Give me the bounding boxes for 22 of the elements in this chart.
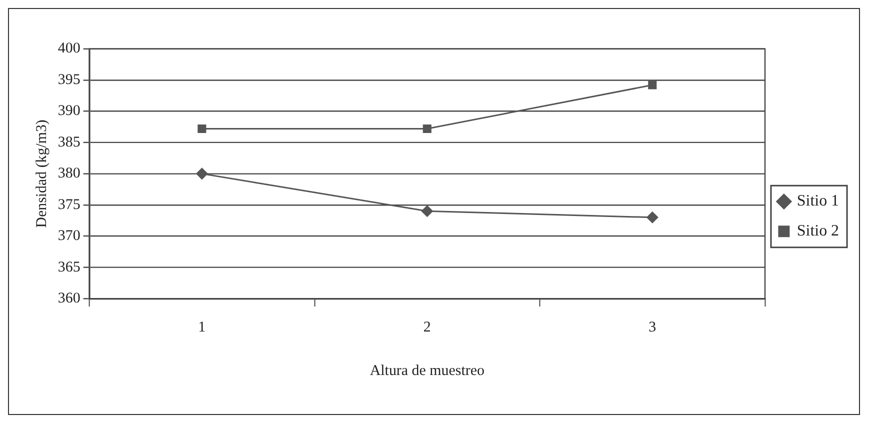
point — [421, 205, 433, 217]
y-tick-label: 390 — [58, 103, 80, 120]
point — [648, 80, 657, 90]
y-tick-label: 370 — [58, 228, 80, 244]
point — [198, 124, 206, 133]
y-tick-label: 375 — [58, 196, 80, 213]
y-tick-label: 365 — [58, 259, 80, 276]
y-tick-label: 385 — [58, 134, 80, 150]
y-tick-label: 360 — [58, 290, 80, 306]
x-tick-label: 1 — [198, 319, 206, 336]
y-tick-label: 395 — [58, 72, 80, 88]
point — [422, 124, 432, 133]
legend-label: Sitio 2 — [796, 222, 840, 240]
point — [646, 212, 658, 224]
x-tick-label: 2 — [423, 319, 431, 336]
legend-label: Sitio 1 — [796, 192, 840, 210]
x-axis-title: Altura de muestreo — [370, 363, 484, 380]
x-tick-label: 3 — [648, 319, 656, 336]
point — [196, 168, 208, 180]
y-tick-label: 400 — [58, 40, 80, 57]
y-tick-label: 380 — [58, 166, 80, 182]
y-axis-title: Densidad (kg/m3) — [34, 120, 50, 228]
